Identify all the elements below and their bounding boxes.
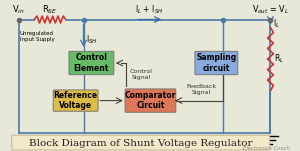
FancyBboxPatch shape (12, 135, 269, 150)
Text: Sampling
circuit: Sampling circuit (196, 53, 236, 73)
Text: R$_{SE}$: R$_{SE}$ (42, 3, 58, 16)
Text: Unregulated
Input Supply: Unregulated Input Supply (20, 31, 54, 42)
Text: Reference
Voltage: Reference Voltage (54, 91, 98, 110)
Text: Control
Element: Control Element (74, 53, 109, 73)
Text: Control
Signal: Control Signal (130, 69, 153, 80)
Text: Feedback
Signal: Feedback Signal (186, 84, 216, 95)
Text: V$_{out}$ = V$_L$: V$_{out}$ = V$_L$ (252, 3, 289, 16)
Text: Electronics Coach: Electronics Coach (243, 146, 290, 151)
Text: I$_L$ + I$_{SH}$: I$_L$ + I$_{SH}$ (135, 3, 164, 16)
FancyBboxPatch shape (125, 89, 176, 112)
Text: R$_L$: R$_L$ (274, 53, 284, 65)
Text: Block Diagram of Shunt Voltage Regulator: Block Diagram of Shunt Voltage Regulator (29, 139, 252, 148)
Text: I$_{SH}$: I$_{SH}$ (86, 33, 98, 46)
FancyBboxPatch shape (69, 51, 114, 75)
Text: V$_{in}$: V$_{in}$ (12, 3, 25, 16)
FancyBboxPatch shape (53, 90, 98, 111)
Text: Comparator
Circuit: Comparator Circuit (125, 91, 176, 110)
FancyBboxPatch shape (195, 51, 238, 75)
Text: I$_L$: I$_L$ (273, 17, 280, 30)
